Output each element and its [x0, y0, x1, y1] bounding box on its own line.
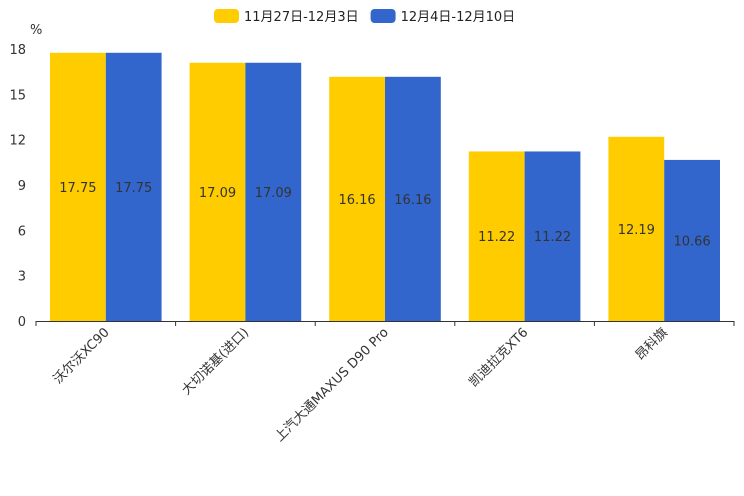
bar: [608, 136, 665, 321]
y-tick-label: 15: [9, 88, 26, 103]
bar: [105, 52, 162, 322]
bar: [189, 62, 246, 322]
x-tick-label: 大切诺基(进口): [179, 325, 252, 398]
data-label: 11.22: [478, 230, 515, 245]
x-tick-label: 上汽大通MAXUS D90 Pro: [272, 325, 392, 445]
bar: [524, 151, 581, 321]
y-tick-label: 18: [9, 43, 26, 58]
bar: [385, 76, 441, 321]
data-label: 17.75: [115, 181, 152, 196]
y-axis-unit-label: %: [30, 23, 42, 38]
data-label: 17.75: [59, 181, 96, 196]
bar: [329, 76, 385, 321]
bar: [468, 151, 525, 321]
bar: [245, 62, 302, 322]
bar: [50, 52, 106, 322]
x-tick-label: 凯迪拉克XT6: [466, 325, 531, 390]
y-tick-label: 12: [9, 134, 26, 149]
y-tick-label: 6: [18, 224, 26, 239]
x-tick-label: 昂科旗: [632, 325, 671, 364]
legend: 11月27日-12月3日 12月4日-12月10日: [214, 9, 515, 25]
x-tick-label: 沃尔沃XC90: [51, 325, 113, 387]
legend-label[interactable]: 11月27日-12月3日: [244, 10, 359, 25]
bars: 17.75 17.09 16.16 11.22 12.19 17.75 17.09 16.16…: [50, 52, 720, 322]
data-label: 17.09: [199, 186, 236, 201]
x-axis: 沃尔沃XC90 大切诺基(进口) 上汽大通MAXUS D90 Pro 凯迪拉克XT6 昂…: [35, 321, 735, 445]
data-label: 11.22: [534, 230, 571, 245]
legend-label[interactable]: 12月4日-12月10日: [401, 10, 516, 25]
data-label: 16.16: [338, 193, 375, 208]
y-tick-label: 0: [18, 315, 26, 330]
data-label: 10.66: [673, 234, 710, 249]
bar: [664, 159, 720, 321]
legend-swatch: [214, 9, 239, 23]
y-axis: 0 3 6 9 12 15 18: [9, 43, 26, 330]
data-label: 12.19: [618, 223, 655, 238]
legend-swatch: [370, 9, 396, 23]
data-label: 17.09: [255, 186, 292, 201]
y-tick-label: 9: [18, 179, 26, 194]
y-tick-label: 3: [18, 270, 26, 285]
data-label: 16.16: [394, 193, 431, 208]
